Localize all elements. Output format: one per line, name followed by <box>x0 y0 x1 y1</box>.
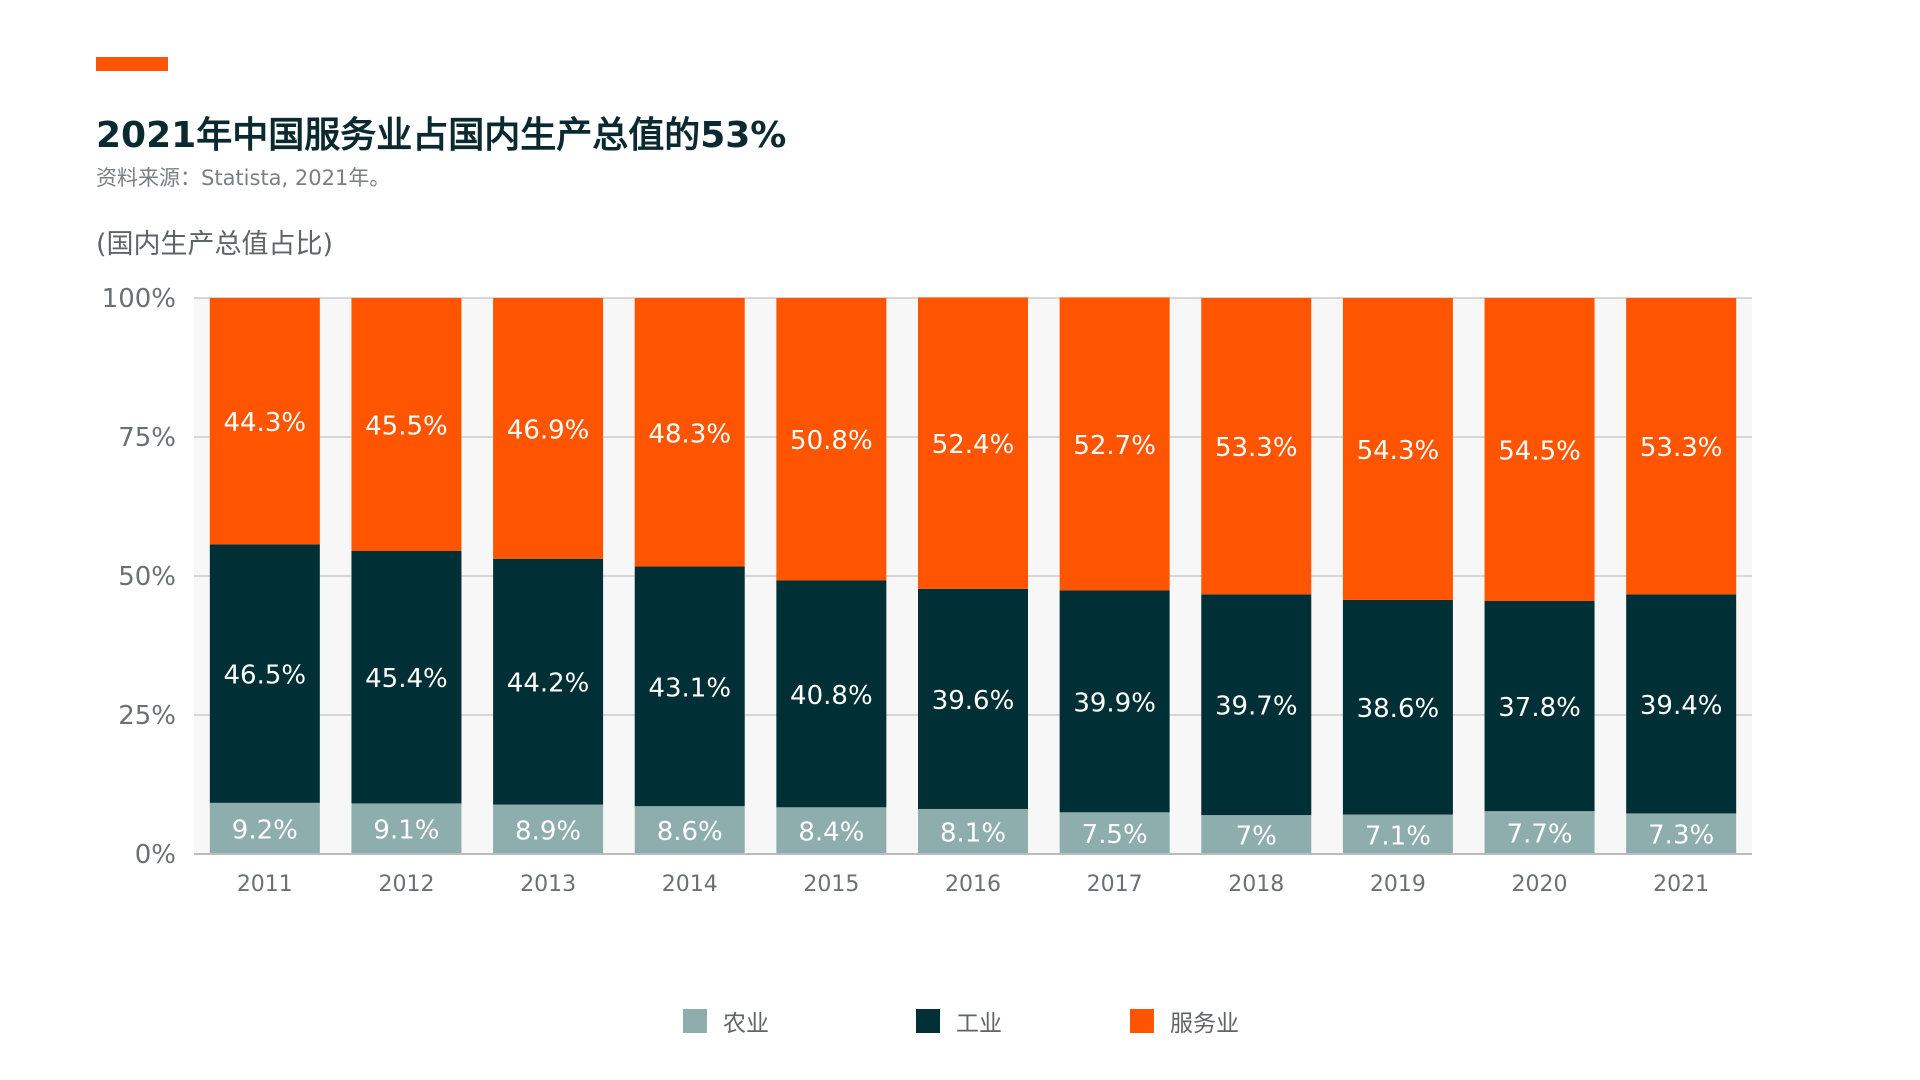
y-tick-label: 50% <box>118 562 176 592</box>
x-tick-label-2020: 2020 <box>1512 872 1568 897</box>
data-label-services-2016: 52.4% <box>932 430 1015 460</box>
y-tick-label: 0% <box>135 840 176 870</box>
data-label-industry-2019: 38.6% <box>1357 694 1440 724</box>
x-tick-label-2012: 2012 <box>378 872 434 897</box>
bar-services-2021 <box>1626 298 1737 595</box>
data-label-agriculture-2020: 7.7% <box>1507 820 1573 850</box>
legend-swatch-services <box>1130 1009 1154 1033</box>
legend-item-industry: 工业 <box>916 1006 1002 1037</box>
bar-services-2019 <box>1342 298 1453 600</box>
y-tick-label: 100% <box>102 284 176 314</box>
data-label-industry-2015: 40.8% <box>790 681 873 711</box>
bar-agriculture-2018 <box>1201 815 1312 854</box>
legend-item-agriculture: 农业 <box>683 1006 769 1037</box>
data-label-services-2012: 45.5% <box>365 411 448 441</box>
data-label-industry-2013: 44.2% <box>507 669 590 699</box>
bar-industry-2016 <box>918 588 1028 809</box>
legend-label-industry: 工业 <box>956 1011 1002 1037</box>
data-label-services-2017: 52.7% <box>1073 431 1156 461</box>
data-label-industry-2012: 45.4% <box>365 664 448 694</box>
x-tick-label-2014: 2014 <box>662 872 718 897</box>
bar-agriculture-2012 <box>351 803 462 854</box>
data-label-services-2014: 48.3% <box>648 419 731 449</box>
bar-industry-2011 <box>209 544 320 803</box>
y-tick-label: 25% <box>118 701 176 731</box>
data-label-agriculture-2018: 7% <box>1236 822 1277 852</box>
data-label-agriculture-2015: 8.4% <box>798 818 864 848</box>
data-label-services-2018: 53.3% <box>1215 433 1298 463</box>
data-label-services-2019: 54.3% <box>1357 436 1440 466</box>
data-label-services-2013: 46.9% <box>507 415 590 445</box>
data-label-agriculture-2016: 8.1% <box>940 818 1006 848</box>
bar-agriculture-2011 <box>209 802 320 854</box>
data-label-industry-2020: 37.8% <box>1498 693 1581 723</box>
bar-services-2011 <box>209 298 320 545</box>
data-label-agriculture-2019: 7.1% <box>1365 821 1431 851</box>
data-label-industry-2014: 43.1% <box>648 673 731 703</box>
data-label-agriculture-2012: 9.1% <box>373 816 439 846</box>
bar-services-2018 <box>1201 298 1312 595</box>
chart-title: 2021年中国服务业占国内生产总值的53% <box>96 115 787 156</box>
legend-label-agriculture: 农业 <box>723 1011 769 1037</box>
bar-services-2013 <box>493 298 604 559</box>
x-tick-label-2021: 2021 <box>1653 872 1709 897</box>
legend-item-services: 服务业 <box>1130 1006 1239 1037</box>
data-label-industry-2021: 39.4% <box>1640 691 1723 721</box>
bar-industry-2020 <box>1484 601 1595 812</box>
accent-bar <box>96 57 168 71</box>
x-tick-label-2015: 2015 <box>803 872 859 897</box>
x-tick-label-2017: 2017 <box>1087 872 1143 897</box>
data-label-industry-2016: 39.6% <box>932 686 1015 716</box>
data-label-agriculture-2021: 7.3% <box>1648 821 1714 851</box>
bar-services-2017 <box>1059 297 1170 591</box>
bar-industry-2018 <box>1201 594 1312 816</box>
bar-agriculture-2020 <box>1484 811 1595 854</box>
bar-agriculture-2021 <box>1626 813 1737 854</box>
bar-industry-2015 <box>776 580 887 808</box>
data-label-services-2015: 50.8% <box>790 426 873 456</box>
bar-services-2020 <box>1484 298 1595 602</box>
x-tick-label-2018: 2018 <box>1228 872 1284 897</box>
legend-label-services: 服务业 <box>1170 1011 1239 1037</box>
x-tick-label-2016: 2016 <box>945 872 1001 897</box>
bar-services-2012 <box>351 298 462 551</box>
y-axis-unit-label: (国内生产总值占比) <box>96 229 334 260</box>
bar-agriculture-2013 <box>493 804 604 854</box>
bar-services-2016 <box>918 297 1028 589</box>
bar-agriculture-2017 <box>1059 812 1170 854</box>
bar-services-2015 <box>776 298 887 581</box>
bar-industry-2012 <box>351 550 462 804</box>
data-label-industry-2017: 39.9% <box>1073 688 1156 718</box>
x-tick-label-2013: 2013 <box>520 872 576 897</box>
bar-agriculture-2016 <box>918 808 1028 854</box>
data-label-services-2021: 53.3% <box>1640 433 1723 463</box>
bar-industry-2017 <box>1059 590 1170 813</box>
legend-swatch-industry <box>916 1009 940 1033</box>
x-tick-label-2019: 2019 <box>1370 872 1426 897</box>
data-label-industry-2011: 46.5% <box>224 661 307 691</box>
y-tick-label: 75% <box>118 423 176 453</box>
bar-industry-2019 <box>1342 599 1453 815</box>
data-label-agriculture-2011: 9.2% <box>232 815 298 845</box>
data-label-services-2020: 54.5% <box>1498 437 1581 467</box>
bar-services-2014 <box>634 298 745 567</box>
chart-source: 资料来源：Statista, 2021年。 <box>96 166 391 190</box>
legend-swatch-agriculture <box>683 1009 707 1033</box>
data-label-agriculture-2013: 8.9% <box>515 816 581 846</box>
bar-agriculture-2014 <box>634 806 745 854</box>
bar-agriculture-2015 <box>776 807 887 854</box>
bar-industry-2013 <box>493 558 604 805</box>
data-label-industry-2018: 39.7% <box>1215 692 1298 722</box>
data-label-agriculture-2014: 8.6% <box>657 817 723 847</box>
bar-industry-2021 <box>1626 594 1737 814</box>
data-label-services-2011: 44.3% <box>224 408 307 438</box>
bar-industry-2014 <box>634 566 745 807</box>
bar-agriculture-2019 <box>1342 814 1453 854</box>
data-label-agriculture-2017: 7.5% <box>1082 820 1148 850</box>
x-tick-label-2011: 2011 <box>237 872 293 897</box>
